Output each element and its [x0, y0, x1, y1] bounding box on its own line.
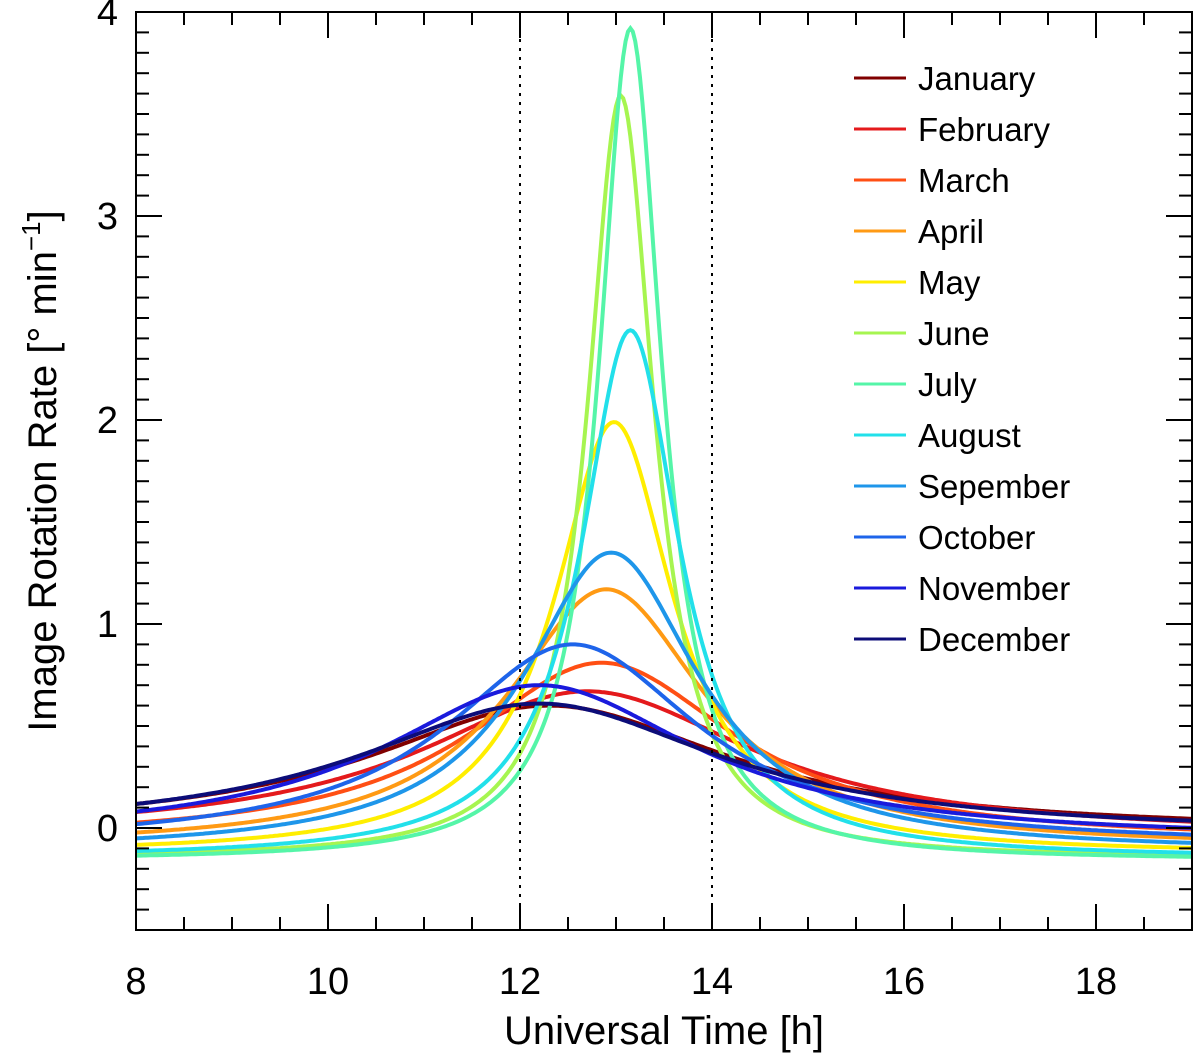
y-tick-label: 3 — [97, 196, 118, 238]
y-axis-label: Image Rotation Rate [° min−1] — [16, 210, 65, 731]
legend-label: May — [918, 264, 981, 301]
x-axis-label: Universal Time [h] — [504, 1009, 824, 1053]
x-tick-label: 14 — [691, 961, 733, 1003]
legend-label: Sepember — [918, 468, 1070, 505]
x-tick-label: 16 — [883, 961, 925, 1003]
vertical-marker-group — [519, 12, 713, 930]
legend-label: August — [918, 417, 1021, 454]
y-axis-label-close: ] — [21, 210, 65, 221]
series-line-april — [135, 587, 1193, 840]
legend-label: December — [918, 621, 1070, 658]
legend-label: June — [918, 315, 990, 352]
x-tick-label: 18 — [1075, 961, 1117, 1003]
legend-label: November — [918, 570, 1070, 607]
y-axis-label-exponent: −1 — [16, 221, 46, 251]
y-axis-label-unit: ° min — [21, 251, 65, 343]
legend-label: October — [918, 519, 1035, 556]
plot-frame — [135, 11, 1193, 931]
x-tick-label: 12 — [499, 961, 541, 1003]
y-axis-label-main: Image Rotation Rate [ — [21, 343, 65, 732]
x-tick-label: 8 — [125, 961, 146, 1003]
x-tick-label: 10 — [307, 961, 349, 1003]
legend-label: February — [918, 111, 1051, 148]
legend: January February March April May June July Augu… — [854, 60, 1070, 658]
series-line-august — [135, 328, 1192, 855]
y-tick-label: 1 — [97, 604, 118, 646]
tick-group — [135, 11, 1193, 931]
series-line-october — [135, 642, 1193, 837]
series-line-july — [136, 24, 1193, 859]
legend-label: January — [918, 60, 1036, 97]
y-tick-label: 4 — [97, 0, 118, 34]
y-tick-label: 0 — [97, 808, 118, 850]
series-line-november — [135, 683, 1193, 830]
series-line-december — [135, 701, 1193, 823]
y-tick-label: 2 — [97, 400, 118, 442]
series-line-may — [135, 420, 1192, 850]
series-line-sepember — [135, 550, 1193, 845]
legend-label: April — [918, 213, 984, 250]
legend-label: March — [918, 162, 1010, 199]
curve-group — [135, 24, 1193, 859]
legend-label: July — [918, 366, 977, 403]
